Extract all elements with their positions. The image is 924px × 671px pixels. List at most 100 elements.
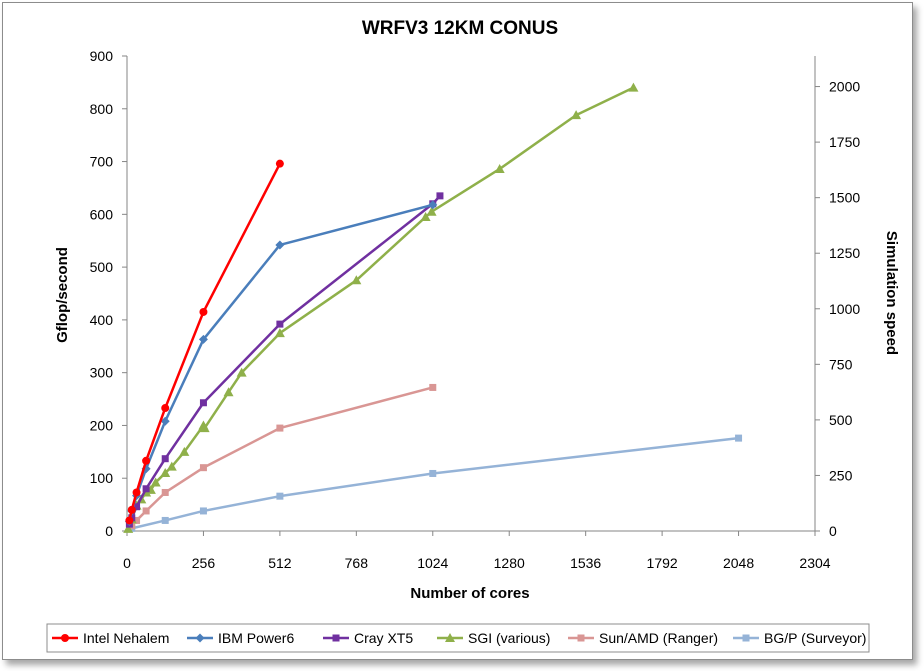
data-point: [125, 516, 134, 525]
x-tick-label: 2048: [723, 555, 754, 571]
series-line: [130, 386, 434, 527]
legend-label: IBM Power6: [218, 630, 294, 646]
data-point: [276, 320, 284, 328]
y-tick-label: 100: [90, 470, 114, 486]
y2-tick-label: 0: [829, 523, 837, 539]
y2-tick-label: 1500: [829, 190, 860, 206]
data-point: [133, 516, 141, 524]
legend-item: SGI (various): [437, 630, 550, 646]
y2-tick-label: 750: [829, 356, 853, 372]
data-point: [161, 404, 170, 413]
y2-axis-ticks: 0 250 500 750 1000 1250 1500 1750 2000: [815, 79, 860, 539]
x-tick-label: 768: [345, 555, 369, 571]
data-point: [276, 424, 284, 432]
series-bg-p-surveyor: [128, 434, 743, 532]
series-layer: [123, 82, 743, 533]
data-point: [223, 387, 234, 397]
y-tick-label: 300: [90, 365, 114, 381]
y-tick-label: 400: [90, 312, 114, 328]
data-point: [150, 477, 161, 487]
data-point: [166, 461, 177, 471]
legend-swatch-marker: [195, 633, 205, 643]
chart-title: WRFV3 12KM CONUS: [362, 18, 558, 39]
legend-item: BG/P (Surveyor): [733, 630, 866, 646]
series-sun-amd-ranger: [128, 383, 437, 530]
legend-label: Intel Nehalem: [83, 630, 169, 646]
x-tick-label: 0: [123, 555, 131, 571]
y2-tick-label: 250: [829, 467, 853, 483]
data-point: [198, 334, 208, 344]
data-point: [161, 488, 169, 496]
data-point: [429, 383, 437, 391]
data-point: [571, 110, 582, 120]
legend-label: Sun/AMD (Ranger): [599, 630, 718, 646]
data-point: [123, 523, 134, 533]
x-tick-label: 256: [192, 555, 216, 571]
data-point: [142, 507, 150, 515]
y2-tick-label: 2000: [829, 79, 860, 95]
y-tick-label: 200: [90, 417, 114, 433]
y-tick-label: 900: [90, 48, 114, 64]
legend-swatch-marker: [61, 634, 69, 642]
series-line: [131, 436, 739, 530]
data-point: [351, 275, 362, 285]
data-point: [236, 367, 247, 377]
data-point: [735, 434, 743, 442]
legend-item: IBM Power6: [187, 630, 294, 646]
legend-item: Cray XT5: [323, 630, 413, 646]
data-point: [494, 163, 505, 173]
data-point: [142, 485, 150, 493]
data-point: [199, 399, 207, 407]
x-tick-label: 1280: [494, 555, 525, 571]
data-point: [275, 159, 284, 168]
y-tick-label: 800: [90, 101, 114, 117]
legend-swatch-marker: [332, 634, 340, 642]
legend: Intel Nehalem IBM Power6 Cray XT5 SGI (vari…: [52, 630, 866, 646]
legend-label: Cray XT5: [354, 630, 413, 646]
legend-label: SGI (various): [468, 630, 550, 646]
plot-frame: [126, 56, 816, 532]
data-point: [426, 206, 437, 216]
y2-tick-label: 1750: [829, 134, 860, 150]
x-axis-title: Number of cores: [410, 585, 529, 602]
legend-item: Intel Nehalem: [52, 630, 169, 646]
data-point: [142, 456, 151, 465]
y-tick-label: 600: [90, 206, 114, 222]
y-tick-label: 700: [90, 154, 114, 170]
legend-item: Sun/AMD (Ranger): [568, 630, 718, 646]
data-point: [199, 423, 210, 433]
data-point: [275, 240, 285, 250]
y2-axis-title: Simulation speed: [883, 231, 900, 355]
data-point: [429, 469, 437, 477]
data-point: [420, 211, 431, 221]
data-point: [428, 200, 438, 210]
y2-tick-label: 1000: [829, 301, 860, 317]
data-point: [160, 467, 171, 477]
data-point: [274, 328, 285, 338]
legend-swatch-marker: [577, 634, 585, 642]
data-point: [160, 416, 170, 426]
x-tick-label: 512: [268, 555, 292, 571]
data-point: [133, 503, 141, 511]
y-tick-label: 0: [105, 523, 113, 539]
y2-tick-label: 1250: [829, 245, 860, 261]
y-tick-label: 500: [90, 259, 114, 275]
series-intel-nehalem: [125, 159, 284, 525]
legend-label: BG/P (Surveyor): [764, 630, 866, 646]
y2-tick-label: 500: [829, 412, 853, 428]
data-point: [199, 507, 207, 515]
data-point: [276, 492, 284, 500]
x-axis-ticks: 0 256 512 768 1024 1280 1536 1792 2048 2304: [123, 531, 831, 571]
data-point: [127, 505, 136, 514]
x-tick-label: 2304: [799, 555, 830, 571]
x-tick-label: 1792: [647, 555, 678, 571]
data-point: [132, 488, 141, 497]
legend-swatch-marker: [742, 634, 750, 642]
legend-swatch-marker: [445, 633, 455, 642]
data-point: [179, 446, 190, 456]
chart-frame: [2, 2, 913, 660]
y-axis-ticks: 0 100 200 300 400 500 600 700 800 900: [90, 48, 127, 539]
data-point: [161, 516, 169, 524]
data-point: [628, 82, 639, 92]
